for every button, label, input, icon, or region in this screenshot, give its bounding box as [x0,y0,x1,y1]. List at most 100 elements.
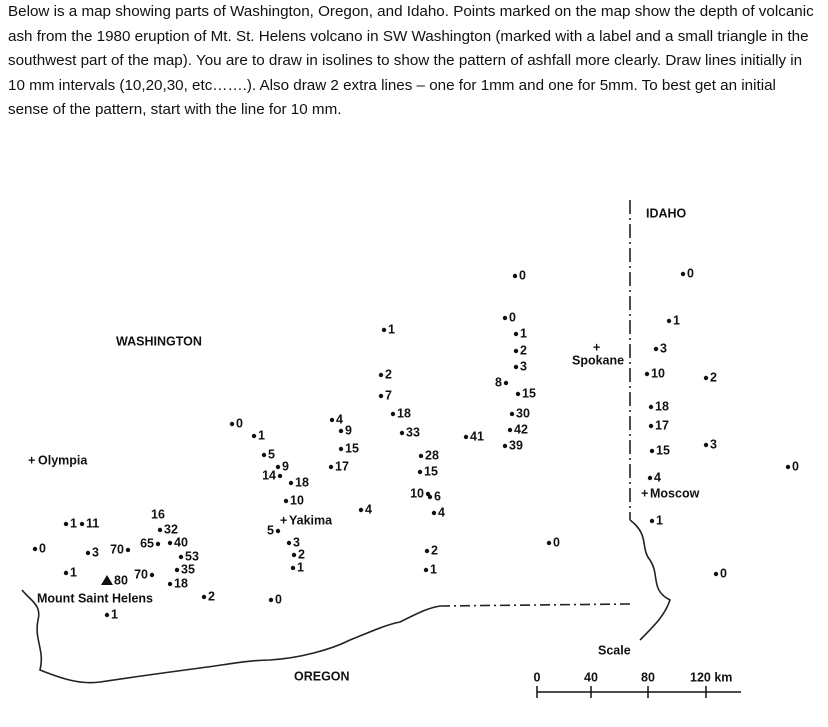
ash-point [515,391,521,397]
ash-depth-label: 41 [470,429,484,443]
ash-point [79,521,85,527]
ash-point [290,565,296,571]
ash-point [423,567,429,573]
ash-depth-label: 42 [514,422,528,436]
ash-depth-label: 1 [388,322,395,336]
ash-point [328,464,334,470]
ash-depth-label: 14 [262,468,276,482]
ash-depth-label: 32 [164,522,178,536]
city-label: Yakima [289,513,333,527]
ash-point [703,442,709,448]
ash-depth-label: 3 [520,359,527,373]
ash-point [418,453,424,459]
ash-point [680,271,686,277]
ash-depth-label: 18 [174,576,188,590]
state-label: WASHINGTON [116,334,202,348]
ash-depth-label: 0 [39,541,46,555]
ash-point [201,594,207,600]
ash-point [648,423,654,429]
ash-point [378,393,384,399]
ash-point [381,327,387,333]
ash-depth-label: 4 [438,505,445,519]
ash-depth-label: 6 [434,489,441,503]
scale-label: 80 [641,670,655,684]
ash-point [63,570,69,576]
ash-depth-label: 17 [335,459,349,473]
ash-point [275,464,281,470]
ash-depth-label: 3 [710,437,717,451]
ash-depth-label: 9 [282,459,289,473]
ash-point [431,510,437,516]
state-border-dashed [439,603,631,607]
scale-label: 0 [534,670,541,684]
ash-point [283,498,289,504]
ash-point [268,597,274,603]
ash-depth-label: 0 [553,535,560,549]
ash-depth-label: 1 [70,565,77,579]
ash-point [649,448,655,454]
ash-point [463,434,469,440]
ash-depth-label: 15 [345,441,359,455]
ash-depth-label: 10 [410,486,424,500]
ash-depth-label: 1 [673,313,680,327]
ash-point [277,473,283,479]
ash-point [399,430,405,436]
ash-depth-label: 8 [495,375,502,389]
ash-point [666,318,672,324]
ash-depth-label: 28 [425,448,439,462]
ash-point [251,433,257,439]
ash-depth-label: 30 [516,406,530,420]
state-label: IDAHO [646,206,687,220]
ash-point [647,475,653,481]
ash-point [358,507,364,513]
ash-depth-label: 35 [181,562,195,576]
ash-point [85,550,91,556]
ash-depth-label: 2 [385,367,392,381]
ash-point [378,372,384,378]
city-marker: + [280,513,287,527]
ash-depth-label: 2 [710,370,717,384]
ash-depth-label: 40 [174,535,188,549]
ash-point [329,417,335,423]
ash-depth-label: 4 [365,502,372,516]
ash-point [644,371,650,377]
ash-depth-label: 1 [111,607,118,621]
ash-point [32,546,38,552]
ash-point [338,446,344,452]
ash-point [275,528,281,534]
ash-depth-label: 70 [134,567,148,581]
ash-depth-label: 65 [140,536,154,550]
ash-depth-label: 18 [295,475,309,489]
ash-point [513,331,519,337]
ash-depth-label: 7 [385,388,392,402]
ash-point [125,547,131,553]
ash-point [648,404,654,410]
ash-depth-label: 1 [656,513,663,527]
ash-depth-label: 80 [114,573,128,587]
instructions: Below is a map showing parts of Washingt… [8,3,814,118]
ash-point [427,494,433,500]
ash-point [503,380,509,386]
ash-point [513,364,519,370]
ash-point [155,541,161,547]
ash-point [512,273,518,279]
city-label: Spokane [572,353,624,367]
volcano-triangle [101,575,113,585]
ash-point [507,427,513,433]
idaho-border-river [629,519,671,641]
ash-depth-label: 0 [519,268,526,282]
ash-depth-label: 4 [654,470,661,484]
ash-depth-label: 1 [297,560,304,574]
ash-depth-label: 2 [208,589,215,603]
ash-depth-label: 3 [92,545,99,559]
ash-point [546,540,552,546]
scale-label: 40 [584,670,598,684]
ash-depth-label: 3 [660,341,667,355]
ash-point [291,552,297,558]
columbia-river [21,589,441,684]
ash-depth-label: 0 [275,592,282,606]
city-marker: + [28,453,35,467]
city-marker: + [593,340,600,354]
